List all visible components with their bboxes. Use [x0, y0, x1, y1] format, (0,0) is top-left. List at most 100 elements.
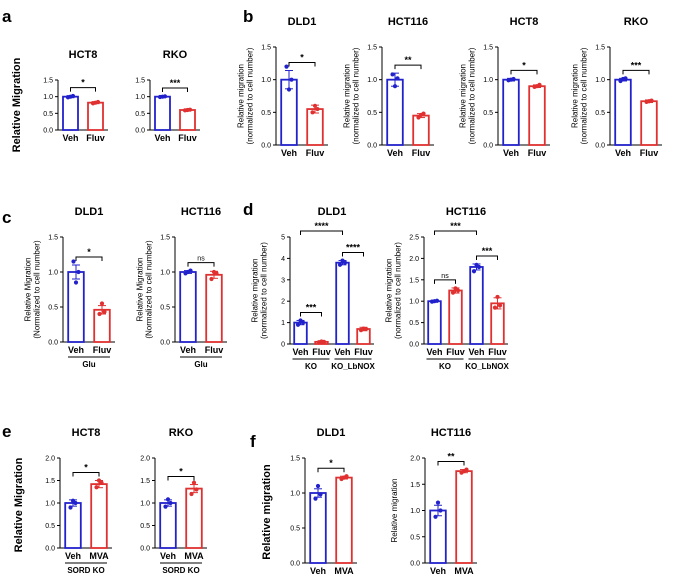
y-tick-label: 0.5 — [135, 111, 145, 118]
y-tick-label: 1.5 — [45, 478, 55, 485]
y-axis-label-line: (normalized to cell number) — [260, 242, 269, 339]
x-tick-label: Fluv — [178, 133, 197, 143]
group-label: SORD KO — [67, 566, 104, 575]
group-label: KO_LbNOX — [331, 362, 375, 371]
chart-title: DLD1 — [317, 427, 346, 439]
y-tick-label: 1.0 — [45, 501, 55, 508]
chart-title: DLD1 — [288, 16, 317, 28]
y-tick-label: 0 — [281, 342, 285, 349]
x-tick-label: Fluv — [312, 347, 331, 357]
y-axis-label-line: Relative migration — [390, 478, 399, 542]
data-point — [97, 311, 102, 317]
data-point — [435, 500, 441, 505]
y-axis-label-line: Relative migration — [251, 258, 260, 322]
data-point — [434, 298, 440, 303]
y-tick-label: 1.0 — [48, 270, 58, 277]
x-tick-label: Veh — [154, 133, 170, 143]
data-point — [187, 107, 193, 112]
y-tick-label: 0.5 — [595, 110, 605, 117]
significance-label: *** — [170, 78, 181, 88]
y-tick-label: 1.5 — [261, 45, 271, 52]
significance-label: * — [81, 78, 85, 88]
x-tick-label: Fluv — [528, 148, 547, 158]
significance-label: ** — [404, 55, 412, 65]
y-tick-label: 1.5 — [48, 235, 58, 242]
chart-title: DLD1 — [318, 206, 347, 218]
x-tick-label: Veh — [387, 148, 403, 158]
significance-bracket — [162, 87, 188, 92]
y-axis-label-line: (normalized to cell number) — [580, 47, 589, 144]
significance-label: **** — [346, 243, 361, 253]
bar-fluv — [179, 109, 196, 131]
y-axis-label-line: (Normalized to cell number) — [145, 240, 154, 339]
y-tick-label: 0.0 — [409, 342, 419, 349]
panel-letter-e: e — [2, 422, 11, 441]
x-tick-label: Veh — [281, 148, 297, 158]
data-point — [310, 110, 315, 115]
bar-fluv — [306, 108, 324, 146]
y-axis-label: Relative Migration(Normalized to cell nu… — [136, 240, 154, 339]
data-point — [392, 84, 398, 89]
chart-title: DLD1 — [75, 206, 104, 218]
y-axis-label: Relative Migration(Normalized to cell nu… — [24, 240, 42, 339]
chart-e1: HCT8 0.0 0.5 1.0 1.5 2.0 Relative Migration Veh… — [13, 427, 112, 575]
bar-veh — [614, 78, 632, 146]
bar-fluv — [412, 114, 430, 146]
y-tick-label: 1.5 — [410, 482, 420, 489]
group-label: KO_LbNOX — [465, 362, 509, 371]
significance-label: *** — [631, 60, 642, 70]
y-tick-label: 0.0 — [140, 546, 150, 553]
data-point — [497, 303, 503, 308]
x-tick-label: Fluv — [354, 347, 373, 357]
chart-b2: HCT116 0.0 0.5 1.0 1.5 Relative migration(nor… — [343, 16, 434, 158]
y-axis-label: Relative Migration — [11, 57, 23, 152]
data-point — [455, 288, 461, 293]
y-tick-label: 1.0 — [410, 508, 420, 515]
y-axis-label-line: Relative migration — [459, 64, 468, 128]
y-tick-label: 0.5 — [140, 523, 150, 530]
chart-title: HCT116 — [446, 206, 486, 218]
y-tick-label: 2 — [281, 299, 285, 306]
x-tick-label: Fluv — [446, 347, 465, 357]
y-tick-label: 0.0 — [48, 340, 58, 347]
y-tick-label: 0.0 — [43, 128, 53, 135]
significance-label: ns — [441, 273, 449, 280]
bar-veh — [429, 509, 447, 564]
chart-a1: HCT8 0.0 0.5 1.0 1.5 Relative Migration Veh Flu… — [11, 49, 108, 152]
x-tick-label: MVA — [454, 566, 474, 576]
x-tick-label: MVA — [184, 551, 204, 561]
significance-label: * — [84, 463, 88, 473]
y-axis-label: Relative migration — [390, 478, 399, 542]
significance-bracket — [288, 62, 316, 67]
y-tick-label: 0.5 — [160, 305, 170, 312]
panel-letter-a: a — [2, 7, 12, 26]
y-tick-label: 1.0 — [290, 491, 300, 498]
y-tick-label: 1.5 — [409, 277, 419, 284]
x-tick-label: Veh — [65, 551, 81, 561]
group-label: KO — [305, 362, 317, 371]
chart-title: RKO — [624, 16, 649, 28]
y-tick-label: 2.0 — [45, 456, 55, 463]
y-tick-label: 0.5 — [367, 110, 377, 117]
y-tick-label: 0.0 — [483, 143, 493, 150]
data-point — [188, 268, 193, 273]
x-tick-label: Fluv — [93, 345, 112, 355]
bar-veh — [386, 78, 404, 146]
y-axis-label-line: Relative migration — [385, 258, 394, 322]
data-point — [511, 76, 516, 82]
y-axis-label: Relative migration(normalized to cell nu… — [343, 47, 361, 144]
y-tick-label: 1.0 — [595, 77, 605, 84]
y-tick-label: 1.5 — [290, 456, 300, 463]
data-point — [492, 305, 498, 310]
y-tick-label: 0.5 — [45, 523, 55, 530]
y-axis-label-line: (normalized to cell number) — [394, 242, 403, 339]
data-point — [315, 483, 321, 489]
data-point — [194, 487, 199, 492]
x-tick-label: Fluv — [205, 345, 224, 355]
data-point — [344, 474, 349, 479]
chart-title: HCT8 — [69, 49, 98, 61]
significance-bracket — [437, 461, 465, 466]
y-tick-label: 0.0 — [160, 340, 170, 347]
data-point — [623, 76, 628, 81]
